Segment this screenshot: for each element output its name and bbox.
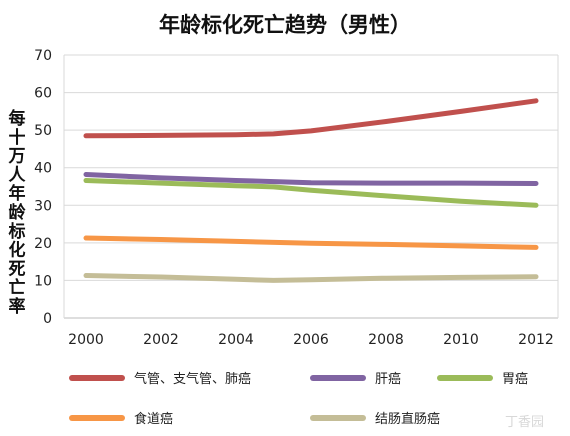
series-line-2 xyxy=(83,172,539,186)
legend-label-4: 食道癌 xyxy=(134,411,173,427)
y-tick-label: 20 xyxy=(34,236,52,252)
x-tick-label: 2004 xyxy=(218,332,254,348)
series-line-5 xyxy=(83,273,539,283)
chart-title: 年龄标化死亡趋势（男性） xyxy=(159,13,411,37)
series-line-3 xyxy=(83,178,539,208)
y-tick-labels: 0 10 20 30 40 50 60 70 xyxy=(34,48,52,327)
x-tick-labels: 2000 2002 2004 2006 2008 2010 2012 xyxy=(68,332,554,348)
legend-label-1: 气管、支气管、肺癌 xyxy=(134,371,251,387)
legend-label-3: 胃癌 xyxy=(502,371,528,387)
x-tick-label: 2010 xyxy=(443,332,479,348)
x-tick-label: 2006 xyxy=(293,332,329,348)
x-tick-label: 2008 xyxy=(368,332,404,348)
y-axis-label: 每十万人年龄标化死亡率 xyxy=(8,108,27,317)
y-axis-title: 每十万人年龄标化死亡率 xyxy=(8,108,27,317)
x-tick-label: 2002 xyxy=(143,332,179,348)
x-tick-label: 2012 xyxy=(518,332,554,348)
series-line-1 xyxy=(83,98,539,139)
y-tick-label: 40 xyxy=(34,161,52,177)
watermark: 丁香园 xyxy=(505,415,544,430)
y-tick-label: 0 xyxy=(43,311,52,327)
series-lines xyxy=(83,98,539,283)
y-tick-label: 70 xyxy=(34,48,52,64)
y-tick-label: 50 xyxy=(34,123,52,139)
y-tick-label: 10 xyxy=(34,273,52,289)
y-tick-label: 30 xyxy=(34,198,52,214)
y-tick-label: 60 xyxy=(34,86,52,102)
x-tick-label: 2000 xyxy=(68,332,104,348)
series-line-4 xyxy=(83,235,539,250)
legend-label-2: 肝癌 xyxy=(375,371,401,387)
legend-label-5: 结肠直肠癌 xyxy=(375,411,440,427)
